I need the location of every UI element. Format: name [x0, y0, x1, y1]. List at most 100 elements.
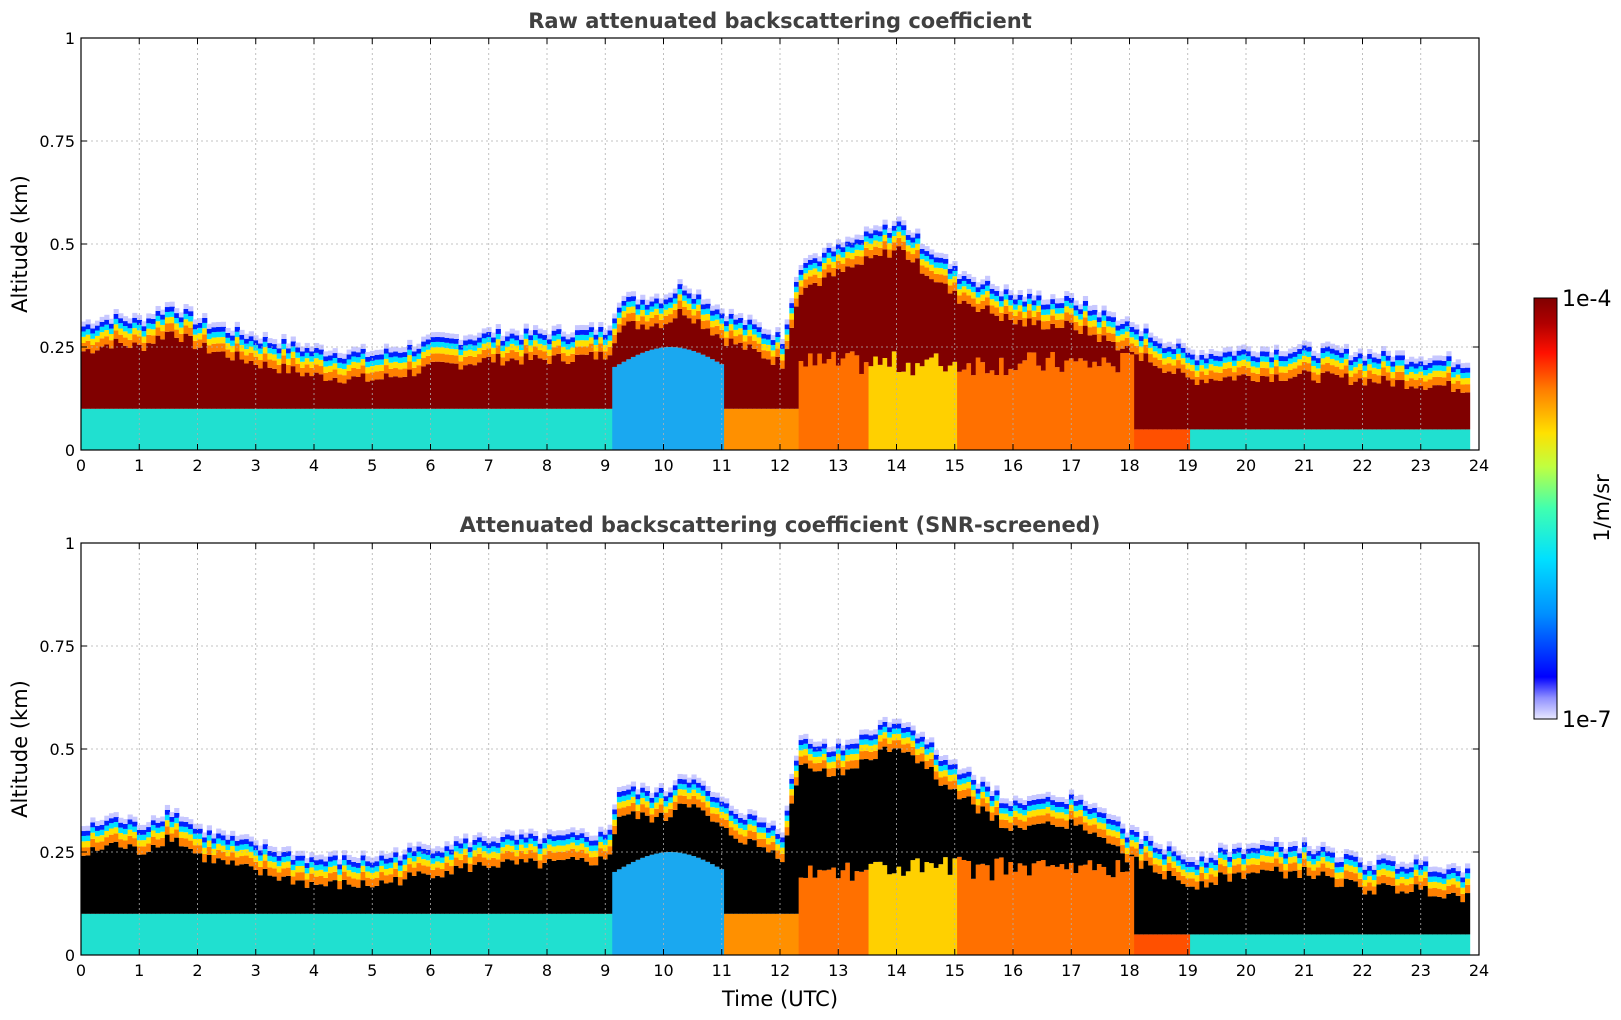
backscatter-cell	[463, 340, 469, 346]
backscatter-cell	[831, 867, 837, 955]
backscatter-cell	[700, 304, 706, 310]
backscatter-cell	[327, 851, 334, 857]
backscatter-cell	[1423, 871, 1429, 878]
backscatter-cell	[150, 408, 157, 450]
backscatter-cell	[733, 408, 739, 450]
backscatter-cell	[477, 862, 483, 914]
x-tick-label: 3	[251, 456, 261, 475]
backscatter-cell	[542, 408, 548, 450]
backscatter-cell	[1311, 372, 1317, 381]
backscatter-cell	[761, 913, 767, 955]
backscatter-cell	[379, 860, 385, 866]
backscatter-cell	[351, 856, 357, 862]
x-tick-label: 1	[134, 961, 144, 980]
backscatter-cell	[132, 913, 138, 955]
backscatter-cell	[104, 336, 110, 345]
backscatter-cell	[1395, 879, 1401, 886]
backscatter-cell	[1022, 326, 1028, 361]
backscatter-cell	[803, 743, 809, 750]
backscatter-cell	[542, 345, 548, 352]
backscatter-cell	[1096, 817, 1103, 823]
backscatter-cell	[379, 850, 385, 856]
backscatter-cell	[141, 854, 147, 914]
backscatter-cell	[1325, 856, 1331, 862]
backscatter-cell	[859, 739, 865, 745]
backscatter-cell	[1343, 864, 1350, 871]
backscatter-cell	[565, 334, 571, 340]
backscatter-cell	[1427, 882, 1433, 889]
backscatter-cell	[1162, 879, 1168, 935]
backscatter-cell	[188, 335, 194, 409]
backscatter-cell	[1264, 850, 1270, 857]
backscatter-cell	[584, 346, 590, 355]
backscatter-cell	[658, 812, 664, 853]
x-tick-label: 0	[76, 961, 86, 980]
backscatter-cell	[1409, 862, 1415, 868]
backscatter-cell	[337, 382, 343, 409]
backscatter-cell	[691, 309, 697, 316]
backscatter-cell	[831, 261, 837, 268]
backscatter-cell	[542, 339, 548, 346]
backscatter-cell	[491, 408, 497, 450]
backscatter-cell	[1232, 360, 1238, 366]
backscatter-cell	[1409, 891, 1415, 935]
backscatter-cell	[458, 361, 464, 370]
backscatter-cell	[327, 913, 334, 955]
backscatter-cell	[714, 361, 720, 450]
backscatter-cell	[407, 339, 413, 345]
backscatter-cell	[416, 851, 422, 857]
backscatter-cell	[682, 789, 688, 796]
backscatter-cell	[323, 351, 329, 357]
backscatter-cell	[304, 358, 310, 365]
backscatter-cell	[835, 269, 842, 366]
backscatter-cell	[929, 279, 935, 358]
backscatter-cell	[1194, 859, 1200, 865]
backscatter-cell	[1115, 826, 1121, 832]
backscatter-cell	[379, 855, 385, 861]
backscatter-cell	[1381, 863, 1387, 869]
backscatter-cell	[761, 350, 767, 359]
backscatter-cell	[854, 753, 860, 761]
backscatter-cell	[379, 354, 385, 360]
backscatter-cell	[309, 408, 315, 450]
backscatter-cell	[1399, 934, 1405, 955]
backscatter-cell	[1404, 380, 1410, 389]
backscatter-cell	[1325, 356, 1331, 363]
backscatter-cell	[826, 747, 832, 753]
backscatter-cell	[1204, 374, 1210, 384]
backscatter-cell	[369, 857, 376, 863]
backscatter-cell	[267, 338, 273, 344]
backscatter-cell	[910, 730, 916, 736]
backscatter-cell	[1227, 351, 1233, 357]
backscatter-cell	[845, 862, 851, 955]
backscatter-cell	[104, 820, 110, 826]
backscatter-cell	[556, 345, 562, 354]
backscatter-cell	[1045, 304, 1051, 310]
backscatter-cell	[1343, 353, 1350, 360]
backscatter-cell	[90, 338, 96, 345]
backscatter-cell	[248, 331, 254, 337]
backscatter-cell	[1218, 361, 1224, 367]
backscatter-cell	[113, 330, 119, 339]
backscatter-cell	[868, 730, 874, 736]
backscatter-cell	[318, 354, 324, 360]
backscatter-cell	[849, 760, 856, 769]
backscatter-cell	[635, 329, 641, 355]
backscatter-cell	[943, 269, 949, 276]
backscatter-cell	[188, 913, 194, 955]
backscatter-cell	[183, 846, 189, 914]
backscatter-cell	[262, 408, 268, 450]
backscatter-cell	[1138, 848, 1144, 855]
backscatter-cell	[761, 832, 767, 839]
backscatter-cell	[547, 344, 553, 350]
backscatter-cell	[1134, 345, 1140, 355]
backscatter-cell	[985, 786, 991, 792]
backscatter-cell	[654, 303, 660, 309]
backscatter-cell	[332, 871, 338, 881]
backscatter-cell	[421, 848, 427, 854]
backscatter-cell	[1367, 860, 1373, 866]
backscatter-cell	[1362, 370, 1368, 378]
backscatter-cell	[225, 864, 231, 914]
backscatter-cell	[258, 360, 264, 369]
backscatter-cell	[570, 848, 576, 857]
